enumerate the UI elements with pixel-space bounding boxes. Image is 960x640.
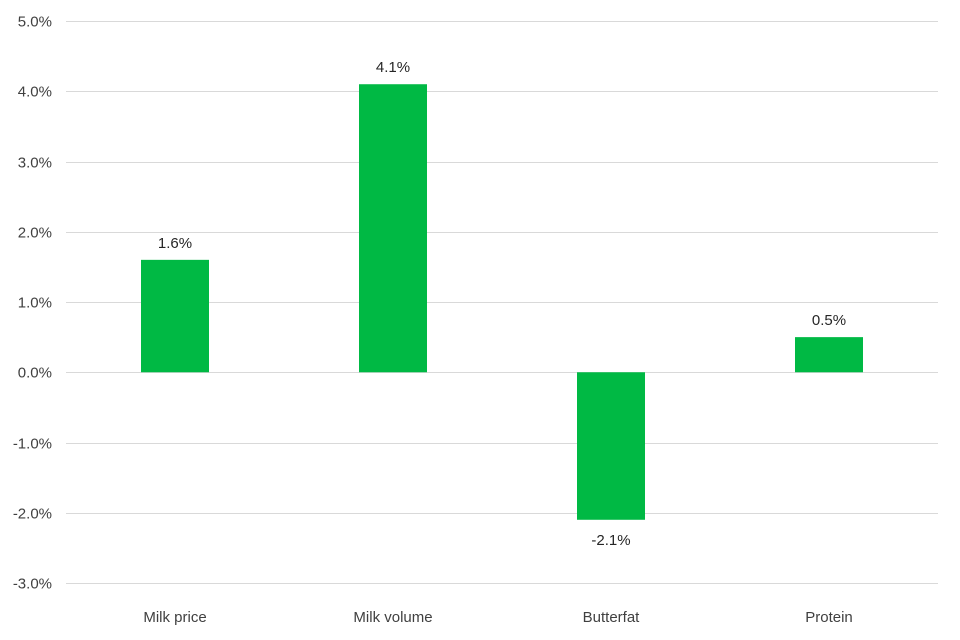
bar-milk-volume [359,84,427,373]
y-tick-label: -2.0% [13,506,52,523]
data-label: 1.6% [158,235,192,252]
x-category-label: Milk volume [353,609,432,626]
data-label: 4.1% [376,59,410,76]
y-tick-label: 4.0% [18,84,52,101]
gridlines [66,21,938,584]
x-category-label: Protein [805,609,853,626]
x-category-label: Butterfat [583,609,641,626]
data-label: -2.1% [591,532,630,549]
y-tick-label: 0.0% [18,365,52,382]
y-tick-label: -3.0% [13,576,52,593]
bar-milk-price [141,259,209,373]
y-tick-label: 5.0% [18,14,52,31]
y-tick-label: 3.0% [18,155,52,172]
bar-protein [795,337,863,373]
y-tick-label: 1.0% [18,295,52,312]
y-tick-label: -1.0% [13,436,52,453]
bar-butterfat [577,372,645,520]
data-label: 0.5% [812,312,846,329]
y-tick-label: 2.0% [18,225,52,242]
x-category-label: Milk price [143,609,206,626]
x-axis-category-labels: Milk price Milk volume Butterfat Protein [143,609,852,626]
y-axis-tick-labels: 5.0% 4.0% 3.0% 2.0% 1.0% 0.0% -1.0% -2.0% -3.0% [13,14,52,593]
data-labels: 1.6% 4.1% -2.1% 0.5% [155,56,849,552]
bars [141,84,863,520]
